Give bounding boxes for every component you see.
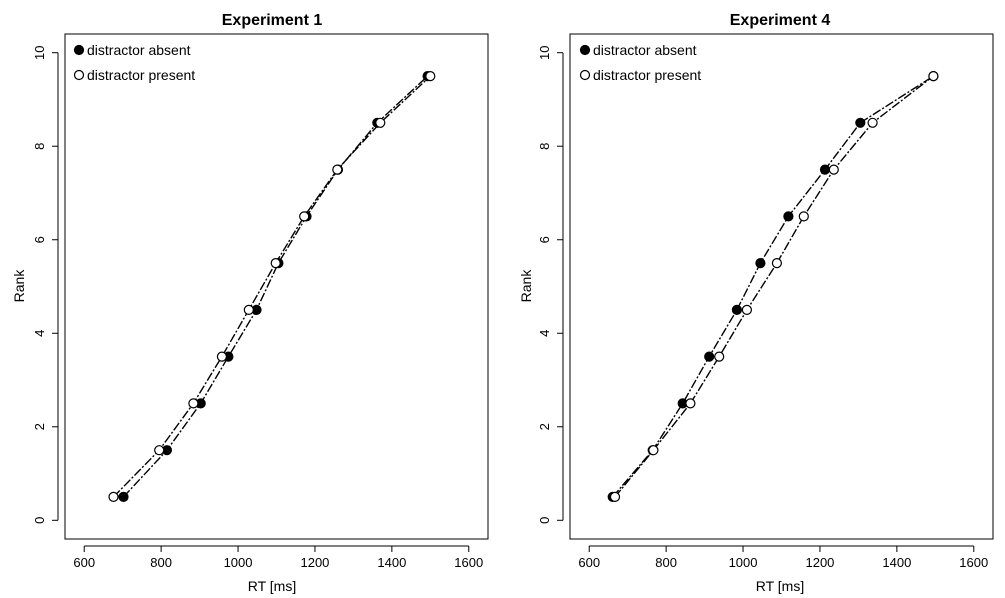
x-tick-label: 1200 bbox=[300, 555, 329, 570]
plot-frame bbox=[64, 33, 489, 540]
y-tick-label: 6 bbox=[32, 236, 47, 243]
data-point-absent bbox=[819, 164, 831, 175]
data-point-present bbox=[609, 491, 621, 502]
y-tick-label: 4 bbox=[537, 330, 552, 337]
x-tick-label: 800 bbox=[150, 555, 172, 570]
data-point-absent bbox=[704, 351, 715, 362]
panel-experiment-1: 600 800 1000 1200 1400 1600 0 2 4 6 8 10 Experiment… bbox=[11, 12, 489, 594]
x-tick-label: 1400 bbox=[882, 555, 911, 570]
y-tick-label: 8 bbox=[537, 143, 552, 150]
legend-label-present: distractor present bbox=[593, 67, 701, 83]
legend: distractor absent distractor present bbox=[73, 42, 195, 83]
data-point-present bbox=[714, 351, 725, 362]
data-point-present bbox=[867, 117, 878, 128]
data-point-present bbox=[798, 211, 809, 222]
plot-area: 600 800 1000 1200 1400 1600 0 2 4 6 8 10 bbox=[32, 33, 489, 570]
x-axis-label: RT [ms] bbox=[248, 578, 297, 594]
legend-marker-absent bbox=[73, 44, 85, 56]
x-axis-label: RT [ms] bbox=[756, 578, 805, 594]
legend-label-present: distractor present bbox=[87, 67, 195, 83]
series-line-present bbox=[614, 75, 934, 498]
data-point-present bbox=[375, 117, 386, 128]
data-point-absent bbox=[118, 491, 129, 502]
legend-marker-absent bbox=[579, 44, 591, 56]
legend-item-absent: distractor absent bbox=[73, 42, 191, 58]
legend-marker-present bbox=[73, 69, 85, 81]
y-tick-label: 0 bbox=[537, 517, 552, 524]
y-axis-label: Rank bbox=[518, 269, 534, 303]
legend-item-present: distractor present bbox=[579, 67, 701, 83]
data-point-present bbox=[648, 445, 659, 456]
series-line-absent bbox=[612, 75, 934, 498]
y-tick-label: 6 bbox=[537, 236, 552, 243]
data-point-present bbox=[154, 445, 165, 456]
y-tick-label: 2 bbox=[32, 423, 47, 430]
data-point-present bbox=[108, 491, 119, 502]
x-tick-label: 1600 bbox=[959, 555, 988, 570]
legend-label-absent: distractor absent bbox=[593, 42, 697, 58]
y-tick-label: 10 bbox=[537, 45, 552, 59]
x-tick-label: 1000 bbox=[224, 555, 253, 570]
series-line-absent bbox=[122, 75, 429, 498]
legend-marker-present bbox=[579, 69, 591, 81]
x-tick-label: 1400 bbox=[377, 555, 406, 570]
plot-frame bbox=[569, 33, 994, 540]
data-point-present bbox=[828, 164, 839, 175]
x-tick-label: 800 bbox=[655, 555, 677, 570]
panel-title: Experiment 4 bbox=[730, 12, 831, 29]
data-point-present bbox=[270, 258, 281, 269]
y-tick-label: 10 bbox=[32, 45, 47, 59]
data-point-present bbox=[771, 258, 783, 269]
y-tick-label: 0 bbox=[32, 517, 47, 524]
legend-item-present: distractor present bbox=[73, 67, 195, 83]
data-point-present bbox=[425, 70, 436, 82]
x-tick-label: 1600 bbox=[454, 555, 483, 570]
data-point-absent bbox=[783, 211, 794, 222]
y-tick-label: 2 bbox=[537, 423, 552, 430]
plot-area: 600 800 1000 1200 1400 1600 0 2 4 6 8 10 bbox=[537, 33, 994, 570]
panel-title: Experiment 1 bbox=[222, 12, 323, 29]
data-point-present bbox=[741, 304, 753, 315]
data-point-absent bbox=[731, 304, 743, 315]
x-tick-label: 1200 bbox=[805, 555, 834, 570]
data-point-present bbox=[332, 164, 343, 175]
y-tick-label: 8 bbox=[32, 143, 47, 150]
y-axis-label: Rank bbox=[11, 269, 27, 303]
x-tick-label: 1000 bbox=[729, 555, 758, 570]
legend-item-absent: distractor absent bbox=[579, 42, 697, 58]
data-point-absent bbox=[855, 117, 866, 128]
x-tick-label: 600 bbox=[578, 555, 600, 570]
data-point-present bbox=[243, 304, 254, 315]
y-tick-label: 4 bbox=[32, 330, 47, 337]
x-tick-label: 600 bbox=[73, 555, 95, 570]
data-point-present bbox=[928, 70, 939, 82]
legend: distractor absent distractor present bbox=[579, 42, 701, 83]
data-point-present bbox=[299, 211, 310, 222]
data-point-present bbox=[188, 398, 199, 409]
data-point-present bbox=[685, 398, 696, 409]
series-line-present bbox=[112, 75, 431, 498]
panel-experiment-4: 600 800 1000 1200 1400 1600 0 2 4 6 8 10 Experiment… bbox=[518, 12, 994, 594]
data-point-absent bbox=[755, 258, 766, 269]
data-point-present bbox=[216, 351, 227, 362]
legend-label-absent: distractor absent bbox=[87, 42, 191, 58]
